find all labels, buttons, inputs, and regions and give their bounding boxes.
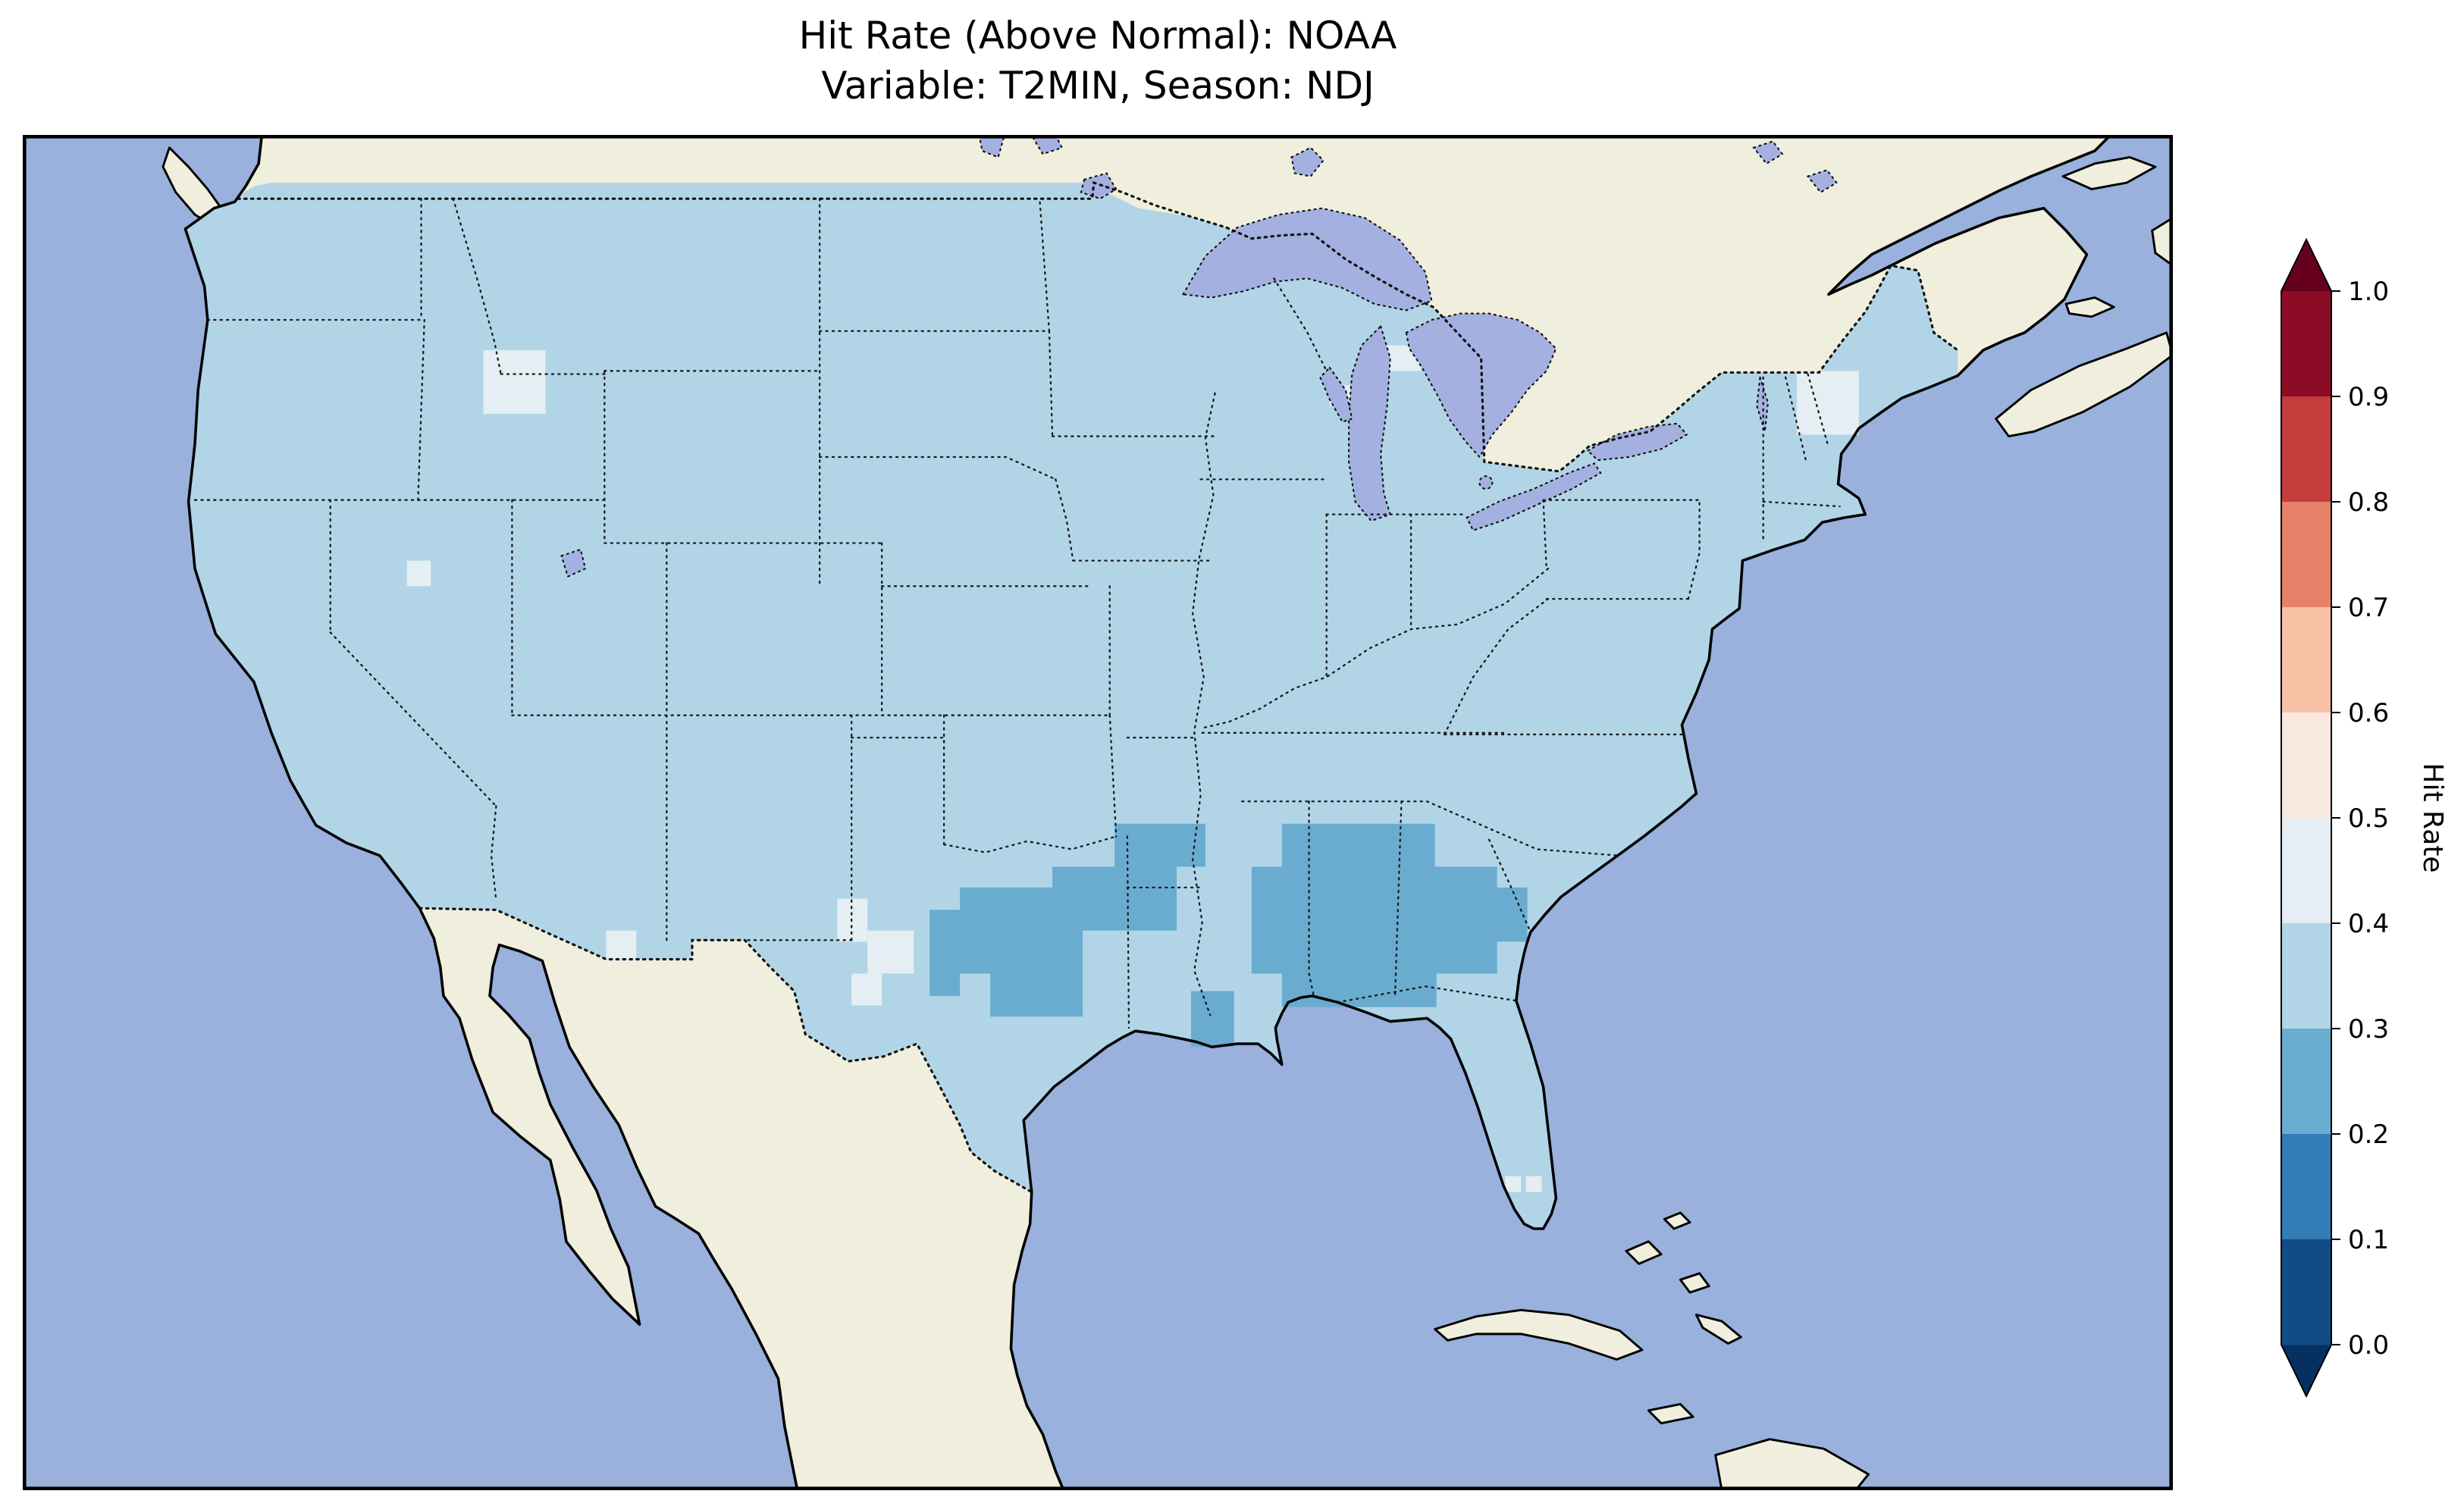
lakes-layer [560,135,1838,578]
newfoundland-corner [2151,216,2173,267]
green-bay [1319,366,1353,423]
hit-rate-cell-0.2–0.3 [929,910,961,996]
map-area [23,135,2173,1490]
prince-edward-island [2064,296,2115,318]
colorbar-tick-label: 0.9 [2348,382,2389,412]
data-cells [406,345,1859,1192]
hit-rate-cell-0.4–0.5 [1525,1176,1542,1192]
jamaica [1647,1402,1694,1425]
hit-rate-cell-0.2–0.3 [1465,887,1528,942]
colorbar-over-arrow [2281,240,2331,291]
colorbar-segment-0.8–0.9 [2281,396,2331,503]
state-borders [193,197,1841,1029]
us-hit-rate-map [23,135,2173,1490]
colorbar-segment-0.2–0.3 [2281,1029,2331,1135]
coastline [183,135,2112,1490]
great-salt-lake [560,548,587,578]
national-borders [237,180,1959,1194]
lake-superior [1181,207,1433,312]
lake-st-clair [1478,475,1494,490]
lake-michigan [1348,324,1392,522]
colorbar-segment-0.7–0.8 [2281,502,2331,608]
lake-erie [1466,462,1602,531]
conus-data-field [185,183,1958,1229]
hit-rate-cell-0.2–0.3 [1190,991,1234,1048]
lake-nipigon [1290,146,1324,177]
hit-rate-cell-0.2–0.3 [990,973,1083,1017]
colorbar-segment-0.0–0.1 [2281,1239,2331,1345]
colorbar: 1.0 0.9 0.8 0.7 0.6 0.5 0.4 0.3 0.2 0.1 0.0 [2278,235,2453,1402]
lake-of-the-woods [1080,172,1118,200]
hit-rate-cell-0.4–0.5 [1796,371,1859,435]
hit-rate-cell-0.2–0.3 [1114,823,1205,867]
canada-lake-2 [1032,135,1064,155]
hit-rate-cell-0.4–0.5 [1505,1176,1522,1192]
colorbar-tick-label: 0.4 [2348,909,2389,939]
colorbar-tick-label: 0.3 [2348,1014,2389,1045]
hit-rate-cell-0.4–0.5 [851,973,882,1006]
colorbar-svg: 1.0 0.9 0.8 0.7 0.6 0.5 0.4 0.3 0.2 0.1 0.0 [2281,237,2389,1398]
bahamas-island-2 [1679,1272,1710,1294]
colorbar-segment-0.6–0.7 [2281,607,2331,713]
colorbar-tick-label: 0.8 [2348,487,2389,518]
colorbar-segment-0.1–0.2 [2281,1134,2331,1240]
hit-rate-cell-0.2–0.3 [1052,866,1177,931]
lake-ontario [1586,422,1688,462]
anticosti-island [2061,155,2157,190]
hispaniola [1714,1438,1870,1490]
colorbar-tick-label: 0.0 [2348,1330,2389,1361]
hit-rate-cell-0.4–0.5 [406,560,431,587]
hit-rate-cell-0.2–0.3 [1281,823,1435,867]
colorbar-under-arrow [2281,1345,2331,1396]
colorbar-tick-label: 0.1 [2348,1225,2389,1255]
hit-rate-cell-0.4–0.5 [606,930,637,961]
cuba [1434,1308,1644,1361]
us-mexico-border [418,907,1033,1194]
quebec-lake-1 [1752,140,1784,165]
colorbar-tick-label: 0.7 [2348,593,2389,623]
lake-huron [1405,312,1557,459]
plot-title-line2: Variable: T2MIN, Season: NDJ [821,64,1375,108]
colorbar-tick-label: 1.0 [2348,277,2389,307]
quebec-lake-2 [1806,169,1838,194]
canada-lake-1 [978,135,1006,158]
bahamas-island-3 [1663,1211,1691,1230]
us-canada-border [237,180,1959,473]
bahamas-island-4 [1694,1314,1742,1345]
axes-frame [23,135,2173,1490]
plot-title: Hit Rate (Above Normal): NOAA Variable: … [23,11,2173,111]
colorbar-tick-label: 0.2 [2348,1120,2389,1150]
colorbar-label: Hit Rate [2417,763,2448,873]
hit-rate-cell-0.2–0.3 [1251,866,1497,974]
colorbar-segment-0.4–0.5 [2281,818,2331,924]
colorbar-tick-label: 0.6 [2348,698,2389,728]
hit-rate-cell-0.2–0.3 [1281,973,1437,1007]
colorbar-segment-0.5–0.6 [2281,713,2331,819]
bahamas-island-1 [1625,1240,1663,1265]
plot-title-line1: Hit Rate (Above Normal): NOAA [798,14,1397,58]
colorbar-segment-0.9–1.0 [2281,291,2331,397]
hit-rate-cell-0.4–0.5 [483,349,546,415]
colorbar-segment-0.3–0.4 [2281,923,2331,1029]
nova-scotia [1995,331,2173,438]
hit-rate-cell-0.4–0.5 [867,930,914,974]
colorbar-tick-label: 0.5 [2348,803,2389,834]
